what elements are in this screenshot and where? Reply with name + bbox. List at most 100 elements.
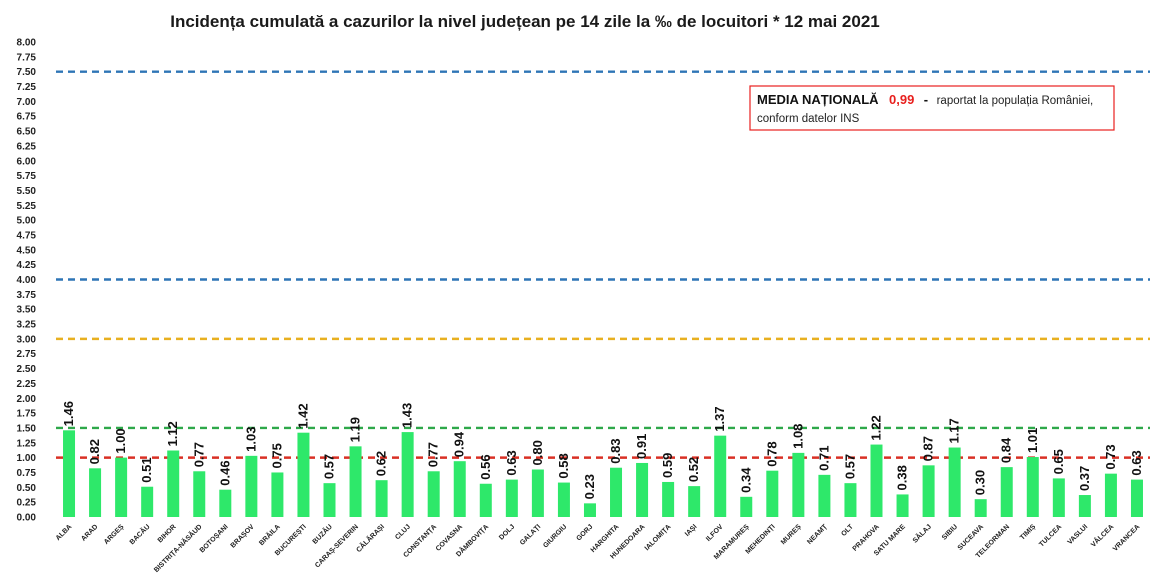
bar: [401, 432, 414, 517]
y-tick-label: 1.00: [17, 453, 37, 464]
value-labels: 1.46 0.82 1.00 0.51 1.12 0.77 0.46 1.03 0.75 1.42…: [61, 401, 1144, 499]
bar: [818, 474, 831, 517]
bar: [63, 430, 76, 517]
bar: [375, 480, 388, 517]
note-text-2: conform datelor INS: [757, 113, 860, 125]
value-label: 0.84: [999, 437, 1014, 463]
value-label: 0.63: [504, 450, 519, 475]
value-label: 0.77: [191, 442, 206, 467]
x-tick-label: OLT: [840, 523, 855, 538]
y-tick-label: 4.00: [17, 275, 37, 286]
value-label: 0.71: [816, 446, 831, 471]
y-tick-label: 5.25: [17, 201, 37, 212]
y-tick-label: 1.50: [17, 423, 37, 434]
bar: [89, 468, 102, 517]
x-tick-label: BISTRIȚA-NĂSĂUD: [152, 522, 204, 574]
bar: [1000, 467, 1013, 517]
bars: [63, 430, 1143, 517]
bar: [453, 461, 466, 517]
value-label: 0.57: [322, 454, 337, 479]
bar: [896, 494, 909, 517]
value-label: 0.30: [973, 470, 988, 495]
value-label: 0.65: [1051, 449, 1066, 474]
y-tick-label: 7.50: [17, 67, 37, 78]
value-label: 1.46: [61, 401, 76, 426]
bar: [948, 447, 961, 517]
y-tick-label: 2.25: [17, 379, 37, 390]
bar: [1052, 478, 1065, 517]
value-label: 1.43: [400, 403, 415, 428]
bar: [219, 489, 232, 517]
x-tick-label: NEAMȚ: [806, 523, 829, 546]
value-label: 1.01: [1025, 428, 1040, 453]
bar: [974, 499, 987, 517]
x-tick-label: TULCEA: [1038, 523, 1063, 548]
y-tick-label: 3.75: [17, 290, 37, 301]
y-tick-label: 5.50: [17, 186, 37, 197]
x-tick-label: DOLJ: [498, 523, 516, 541]
bar: [505, 479, 518, 517]
value-label: 1.12: [165, 421, 180, 446]
y-tick-label: 5.00: [17, 216, 37, 227]
bar: [922, 465, 935, 517]
reference-lines: [56, 70, 1150, 459]
value-label: 0.78: [764, 441, 779, 466]
x-tick-label: CĂLĂRAȘI: [354, 522, 386, 554]
x-tick-label: BOTOȘANI: [199, 523, 230, 554]
value-label: 1.08: [790, 424, 805, 449]
x-tick-label: BRĂILA: [257, 522, 282, 547]
y-tick-label: 2.50: [17, 364, 37, 375]
y-tick-label: 4.75: [17, 230, 37, 241]
x-tick-label: ARAD: [80, 523, 99, 542]
value-label: 0.59: [660, 453, 675, 478]
value-label: 1.42: [295, 403, 310, 428]
bar: [662, 481, 675, 517]
y-axis: 0.00 0.25 0.50 0.75 1.00 1.25 1.50 1.75 2.00 2.25…: [17, 38, 37, 524]
bar: [1104, 473, 1117, 517]
bar: [297, 432, 310, 517]
bar: [870, 444, 883, 517]
bar: [271, 472, 284, 517]
bar: [349, 446, 362, 517]
value-label: 0.52: [686, 457, 701, 482]
bar: [714, 435, 727, 517]
bar: [766, 470, 779, 517]
note-text-1: raportat la populația României,: [937, 95, 1094, 107]
y-tick-label: 0.25: [17, 498, 37, 509]
y-tick-label: 1.75: [17, 409, 37, 420]
bar: [167, 450, 180, 517]
value-label: 1.03: [243, 427, 258, 452]
x-tick-label: GIURGIU: [542, 523, 568, 549]
x-tick-label: GALAȚI: [519, 523, 542, 546]
x-tick-label: BIHOR: [157, 523, 178, 544]
y-tick-label: 4.50: [17, 245, 37, 256]
x-tick-label: IALOMIȚA: [644, 523, 673, 552]
value-label: 0.58: [556, 453, 571, 478]
value-label: 0.38: [895, 465, 910, 490]
x-tick-label: SĂLAJ: [910, 522, 933, 545]
bar: [583, 503, 596, 517]
y-tick-label: 4.25: [17, 260, 37, 271]
value-label: 1.00: [113, 428, 128, 453]
x-tick-label: SIBIU: [941, 523, 959, 541]
x-tick-label: VRANCEA: [1112, 523, 1141, 552]
y-tick-label: 7.25: [17, 82, 37, 93]
x-tick-label: ARGEȘ: [103, 523, 126, 546]
value-label: 0.57: [842, 454, 857, 479]
bar: [115, 457, 128, 517]
x-tick-label: IAȘI: [684, 523, 699, 538]
bar: [557, 482, 570, 517]
bar: [1130, 479, 1143, 517]
bar: [323, 483, 336, 517]
bar: [740, 496, 753, 517]
y-tick-label: 6.00: [17, 156, 37, 167]
bar: [531, 469, 544, 517]
value-label: 0.51: [139, 457, 154, 482]
value-label: 0.34: [738, 467, 753, 493]
bar: [610, 467, 623, 517]
x-tick-label: BRAȘOV: [230, 523, 256, 549]
bar: [792, 452, 805, 517]
x-axis: ALBA ARAD ARGEȘ BACĂU BIHORBISTRIȚA-NĂSĂUDBO…: [55, 522, 1142, 574]
value-label: 1.22: [869, 415, 884, 440]
